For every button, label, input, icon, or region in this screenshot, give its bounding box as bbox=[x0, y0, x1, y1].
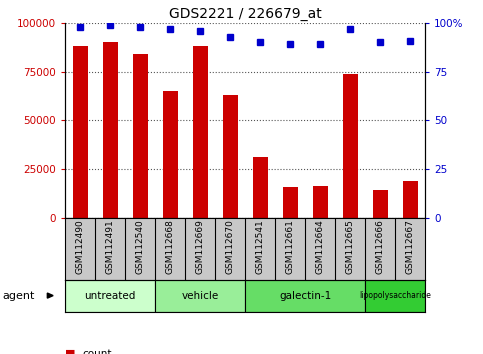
Bar bbox=[372, 190, 387, 218]
Text: galectin-1: galectin-1 bbox=[279, 291, 331, 301]
Bar bbox=[65, 280, 155, 312]
Text: lipopolysaccharide: lipopolysaccharide bbox=[359, 291, 431, 300]
Text: GSM112668: GSM112668 bbox=[166, 219, 175, 274]
Text: GSM112541: GSM112541 bbox=[256, 219, 265, 274]
Text: GSM112664: GSM112664 bbox=[315, 219, 325, 274]
Text: GSM112670: GSM112670 bbox=[226, 219, 235, 274]
Text: GSM112490: GSM112490 bbox=[76, 219, 85, 274]
Text: GSM112491: GSM112491 bbox=[106, 219, 114, 274]
Bar bbox=[155, 280, 245, 312]
Bar bbox=[313, 185, 327, 218]
Text: GSM112665: GSM112665 bbox=[345, 219, 355, 274]
Text: untreated: untreated bbox=[85, 291, 136, 301]
Bar bbox=[283, 187, 298, 218]
Bar bbox=[342, 74, 357, 218]
Bar bbox=[103, 42, 118, 218]
Bar bbox=[245, 280, 365, 312]
Bar bbox=[223, 95, 238, 218]
Text: GSM112666: GSM112666 bbox=[376, 219, 384, 274]
Polygon shape bbox=[47, 293, 53, 298]
Bar bbox=[73, 46, 88, 218]
Text: count: count bbox=[82, 349, 112, 354]
Text: GSM112540: GSM112540 bbox=[136, 219, 145, 274]
Bar bbox=[163, 91, 178, 218]
Text: ■: ■ bbox=[65, 349, 76, 354]
Bar bbox=[193, 46, 208, 218]
Text: GSM112667: GSM112667 bbox=[406, 219, 414, 274]
Bar bbox=[402, 181, 417, 218]
Text: vehicle: vehicle bbox=[182, 291, 219, 301]
Text: GSM112669: GSM112669 bbox=[196, 219, 205, 274]
Text: agent: agent bbox=[2, 291, 35, 301]
Bar bbox=[133, 54, 148, 218]
Text: GSM112661: GSM112661 bbox=[285, 219, 295, 274]
Bar bbox=[365, 280, 425, 312]
Title: GDS2221 / 226679_at: GDS2221 / 226679_at bbox=[169, 7, 322, 21]
Bar bbox=[253, 157, 268, 218]
